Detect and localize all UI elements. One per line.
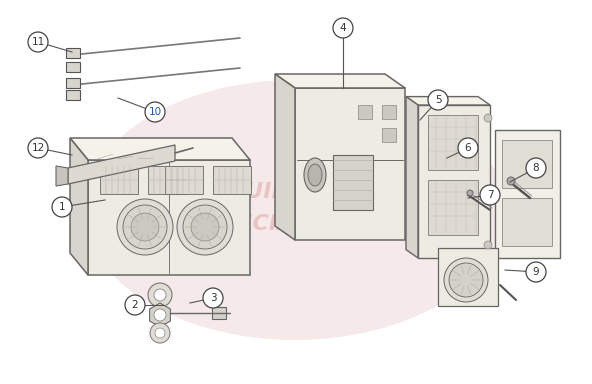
Circle shape bbox=[183, 205, 227, 249]
Text: 7: 7 bbox=[487, 190, 493, 200]
Polygon shape bbox=[495, 130, 560, 258]
Circle shape bbox=[458, 138, 478, 158]
Circle shape bbox=[154, 289, 166, 301]
Circle shape bbox=[28, 32, 48, 52]
Circle shape bbox=[333, 18, 353, 38]
Bar bbox=[213, 166, 251, 194]
Ellipse shape bbox=[308, 164, 322, 186]
Text: 10: 10 bbox=[149, 107, 162, 117]
Bar bbox=[148, 166, 186, 194]
Bar bbox=[502, 140, 552, 188]
Text: 11: 11 bbox=[31, 37, 44, 47]
Circle shape bbox=[191, 213, 219, 241]
Circle shape bbox=[155, 328, 165, 338]
Polygon shape bbox=[406, 97, 418, 258]
Bar bbox=[66, 78, 80, 88]
Circle shape bbox=[148, 283, 172, 307]
Text: 5: 5 bbox=[435, 95, 441, 105]
Bar bbox=[382, 105, 396, 119]
Circle shape bbox=[145, 102, 165, 122]
Bar bbox=[66, 48, 80, 58]
Circle shape bbox=[123, 205, 167, 249]
Bar bbox=[66, 62, 80, 72]
Text: 3: 3 bbox=[210, 293, 216, 303]
Polygon shape bbox=[70, 138, 250, 160]
Text: 1: 1 bbox=[59, 202, 65, 212]
Circle shape bbox=[125, 295, 145, 315]
Polygon shape bbox=[88, 160, 250, 275]
Bar bbox=[66, 90, 80, 100]
Circle shape bbox=[526, 262, 546, 282]
Circle shape bbox=[507, 177, 515, 185]
Text: 6: 6 bbox=[465, 143, 471, 153]
Circle shape bbox=[154, 309, 166, 321]
Circle shape bbox=[467, 190, 473, 196]
Bar bbox=[428, 115, 478, 170]
Polygon shape bbox=[275, 74, 295, 240]
Circle shape bbox=[117, 199, 173, 255]
Text: EQUIPMENT: EQUIPMENT bbox=[211, 182, 359, 202]
Text: 2: 2 bbox=[131, 300, 139, 310]
Polygon shape bbox=[418, 105, 490, 258]
Circle shape bbox=[28, 138, 48, 158]
Circle shape bbox=[484, 241, 492, 249]
Circle shape bbox=[480, 185, 500, 205]
Bar bbox=[333, 155, 373, 210]
Ellipse shape bbox=[304, 158, 326, 192]
Bar bbox=[212, 307, 226, 319]
Circle shape bbox=[203, 288, 223, 308]
Polygon shape bbox=[56, 166, 68, 186]
Text: SPECIALISTS: SPECIALISTS bbox=[205, 214, 365, 234]
Circle shape bbox=[52, 197, 72, 217]
Circle shape bbox=[484, 114, 492, 122]
Text: 8: 8 bbox=[533, 163, 539, 173]
Bar bbox=[438, 248, 498, 306]
Polygon shape bbox=[68, 145, 175, 184]
Bar bbox=[100, 166, 138, 194]
Circle shape bbox=[526, 158, 546, 178]
Polygon shape bbox=[406, 97, 490, 105]
Circle shape bbox=[449, 263, 483, 297]
Text: 12: 12 bbox=[31, 143, 44, 153]
Text: 4: 4 bbox=[340, 23, 346, 33]
Circle shape bbox=[444, 258, 488, 302]
Bar bbox=[502, 198, 552, 246]
Polygon shape bbox=[70, 138, 88, 275]
Circle shape bbox=[131, 213, 159, 241]
Bar bbox=[358, 105, 372, 119]
Bar bbox=[428, 180, 478, 235]
Polygon shape bbox=[275, 74, 405, 88]
Polygon shape bbox=[295, 88, 405, 240]
Bar bbox=[382, 128, 396, 142]
Circle shape bbox=[428, 90, 448, 110]
Polygon shape bbox=[150, 303, 170, 327]
Bar bbox=[165, 166, 203, 194]
Circle shape bbox=[177, 199, 233, 255]
Ellipse shape bbox=[85, 80, 505, 340]
Circle shape bbox=[150, 323, 170, 343]
Text: 9: 9 bbox=[533, 267, 539, 277]
